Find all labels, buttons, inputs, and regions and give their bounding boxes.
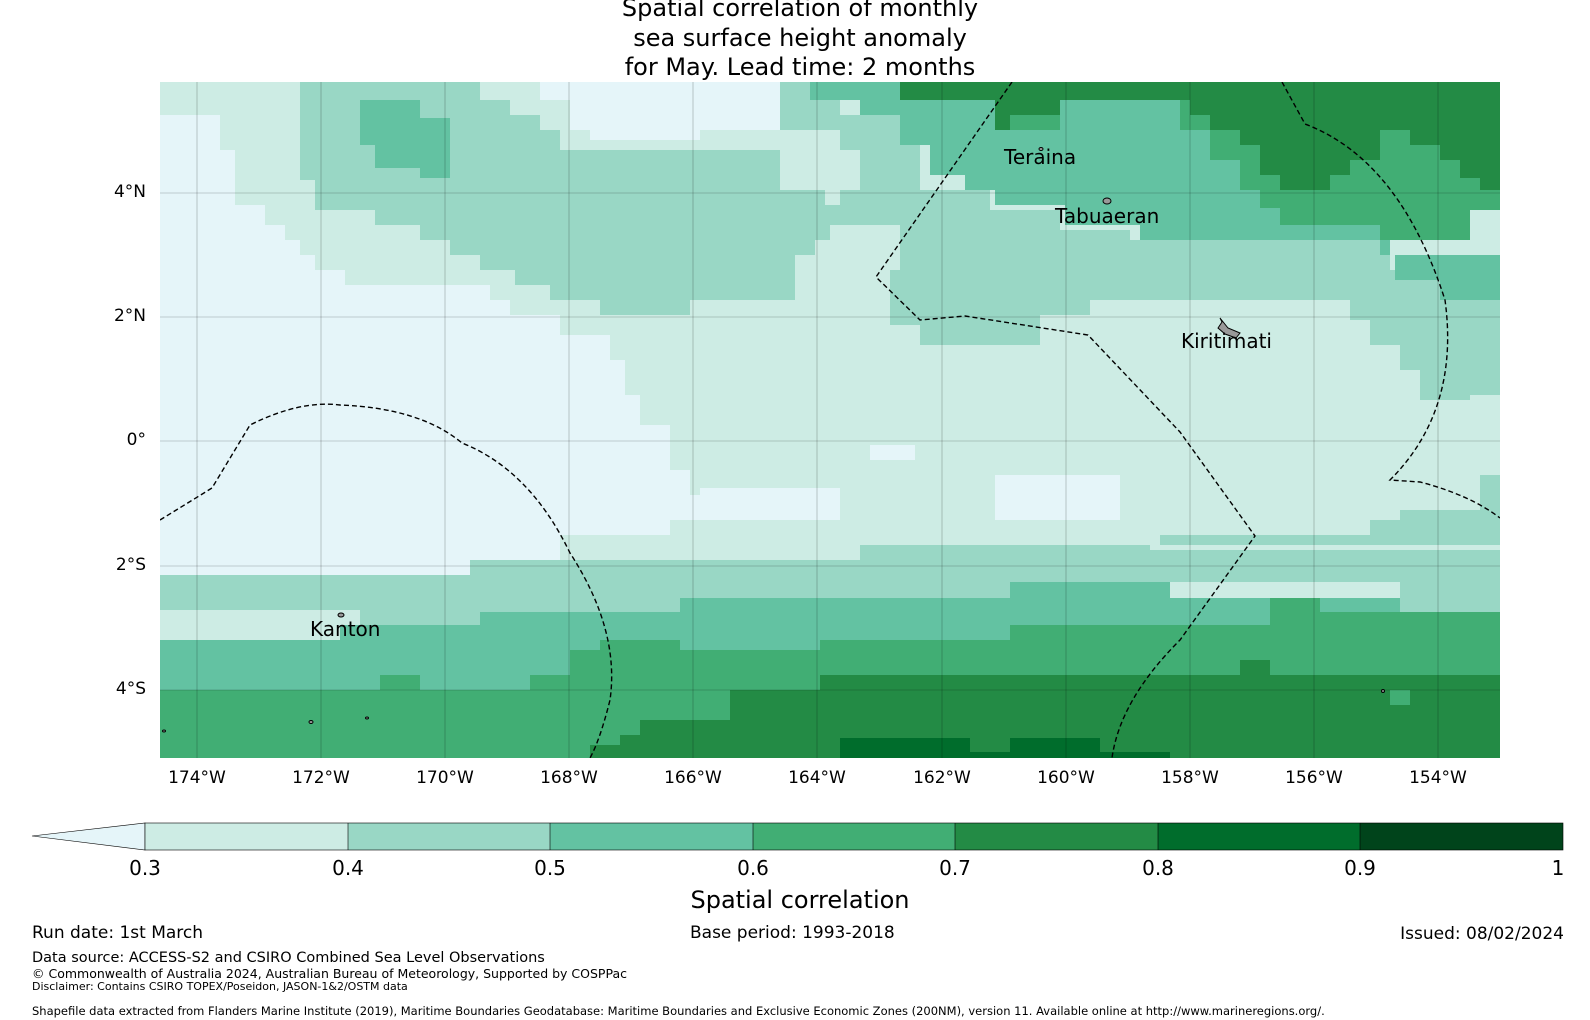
island-kanton [337, 612, 345, 618]
title-line-3: for May. Lead time: 2 months [624, 53, 976, 81]
colorbar-bin-0.7 [955, 823, 1158, 850]
eez-line-line-islands [875, 82, 1256, 758]
islands [162, 147, 1385, 733]
issued-date: Issued: 08/02/2024 [1400, 924, 1564, 944]
region-below-03-east [995, 475, 1120, 520]
place-label-kiritimati: Kiritimati [1181, 329, 1272, 353]
colorbar-bin-0.6 [753, 823, 955, 850]
region-below-03-west [160, 115, 820, 575]
place-label-tabuaeran: Tabuaeran [1055, 204, 1160, 228]
cb-tick-0.7: 0.7 [939, 856, 971, 880]
region-08-south [840, 738, 1170, 758]
xtick-168w: 168°W [540, 768, 598, 788]
xtick-166w: 166°W [664, 768, 722, 788]
island-tabuaeran [1102, 197, 1112, 205]
island-small-3 [1381, 689, 1385, 693]
xtick-154w: 154°W [1409, 768, 1467, 788]
island-small-2 [365, 716, 369, 720]
region-04-east-band [890, 190, 1500, 400]
cb-tick-0.6: 0.6 [737, 856, 769, 880]
island-teraina [1038, 147, 1044, 151]
disclaimer: Disclaimer: Contains CSIRO TOPEX/Poseido… [32, 980, 408, 993]
region-07-south-band-2 [900, 675, 1500, 690]
region-05-north-blob [360, 100, 450, 178]
ytick-4s: 4°S [115, 679, 146, 699]
cb-tick-0.8: 0.8 [1142, 856, 1174, 880]
cb-tick-0.3: 0.3 [129, 856, 161, 880]
place-label-kanton: Kanton [310, 617, 381, 641]
colorbar-frame [144, 822, 1564, 851]
region-below-03-top [540, 82, 780, 140]
base-period: Base period: 1993-2018 [690, 923, 895, 943]
region-below-03-small [870, 445, 915, 460]
ytick-2s: 2°S [115, 555, 146, 575]
data-source: Data source: ACCESS-S2 and CSIRO Combine… [32, 950, 545, 966]
ytick-4n: 4°N [113, 182, 146, 202]
title-line-2: sea surface height anomaly [633, 23, 967, 52]
eez-boundaries [160, 82, 1500, 758]
cb-tick-0.5: 0.5 [534, 856, 566, 880]
island-kiritimati [1217, 317, 1241, 339]
colorbar-bin-0.8 [1158, 823, 1360, 850]
xtick-158w: 158°W [1161, 768, 1219, 788]
island-small-1 [308, 720, 314, 724]
xtick-170w: 170°W [416, 768, 474, 788]
xtick-156w: 156°W [1285, 768, 1343, 788]
region-04-north-west [300, 82, 920, 315]
copyright: © Commonwealth of Australia 2024, Austra… [32, 966, 627, 981]
region-05-south-band [160, 582, 1500, 690]
xtick-162w: 162°W [913, 768, 971, 788]
eez-line-phoenix-arc [160, 403, 613, 758]
shapefile-credit: Shapefile data extracted from Flanders M… [32, 1004, 1325, 1018]
map-gridlines [160, 82, 1500, 758]
correlation-map [160, 82, 1500, 758]
xtick-172w: 172°W [292, 768, 350, 788]
ytick-2n: 2°N [113, 306, 146, 326]
ytick-0: 0° [126, 430, 146, 450]
xtick-164w: 164°W [788, 768, 846, 788]
colorbar-label: Spatial correlation [690, 886, 910, 914]
colorbar-bin-0.9 [1360, 823, 1563, 850]
colorbar-bin-0.4 [348, 823, 550, 850]
region-05-north-east [810, 82, 1500, 300]
region-07-north-east [1010, 82, 1500, 190]
title-line-1: Spatial correlation of monthly [621, 0, 979, 22]
colorbar-bin-0.5 [550, 823, 753, 850]
run-date: Run date: 1st March [32, 923, 204, 943]
colorbar-bin-0.3 [145, 823, 348, 850]
cb-tick-0.9: 0.9 [1344, 856, 1376, 880]
xtick-160w: 160°W [1037, 768, 1095, 788]
region-07-north-strip [900, 82, 1380, 130]
region-below-03-center [700, 488, 840, 520]
cb-tick-1: 1 [1551, 856, 1565, 880]
island-small-4 [162, 729, 166, 733]
chart-title: Spatial correlation of monthly sea surfa… [400, 0, 1200, 83]
place-label-teraina: Teraina [1004, 145, 1077, 169]
colorbar-extend-arrow [31, 822, 146, 851]
colorbar-dividers [347, 823, 1361, 850]
xtick-174w: 174°W [168, 768, 226, 788]
cb-tick-0.4: 0.4 [332, 856, 364, 880]
region-04-north-east [780, 82, 920, 190]
colorbar [31, 822, 1564, 851]
